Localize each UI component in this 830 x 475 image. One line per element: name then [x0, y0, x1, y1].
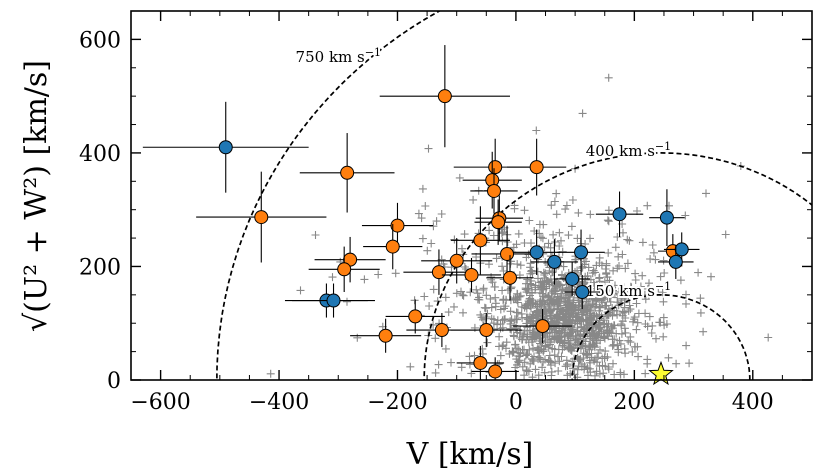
axis-ticks: −600 −400 −200 0 200 400 0 200 400 600: [79, 10, 813, 415]
toomre-curve-400: [423, 152, 812, 380]
blue-marker: [612, 207, 627, 222]
orange-marker: [491, 215, 506, 230]
orange-point-10: [450, 206, 510, 275]
blue-marker: [574, 245, 589, 260]
orange-marker: [502, 270, 517, 285]
y-tick-label: 400: [79, 142, 121, 167]
blue-marker: [565, 271, 580, 286]
curve-label-400: 400 km s−1: [586, 140, 671, 160]
orange-marker: [378, 328, 393, 343]
orange-point-1: [196, 171, 327, 263]
blue-marker: [547, 254, 562, 269]
orange-marker: [431, 265, 446, 280]
orange-marker: [535, 319, 550, 334]
y-tick-label: 600: [79, 28, 121, 53]
x-tick-label: −400: [249, 390, 309, 415]
orange-marker: [473, 355, 488, 370]
orange-marker: [385, 239, 400, 254]
orange-marker: [473, 233, 488, 248]
x-tick-label: 400: [732, 390, 774, 415]
plot-frame: [130, 10, 813, 381]
blue-marker: [575, 285, 590, 300]
orange-point-21: [450, 313, 522, 348]
background-crosses: [266, 73, 773, 380]
orange-point-9: [361, 202, 434, 249]
y-tick-label: 200: [79, 255, 121, 280]
blue-point-7: [658, 244, 694, 279]
curve-label-750: 750 km s−1: [296, 46, 381, 66]
orange-marker: [500, 246, 515, 261]
orange-point-8: [474, 199, 522, 245]
y-axis-label: √(U² + W²) [km/s]: [19, 60, 54, 332]
orange-marker: [488, 160, 503, 175]
blue-point-9: [564, 274, 601, 310]
orange-point-11: [363, 223, 423, 270]
blue-point-4: [512, 229, 561, 275]
orange-point-2: [299, 133, 395, 213]
orange-marker: [437, 89, 452, 104]
x-tick-label: −200: [367, 390, 427, 415]
orange-marker: [464, 267, 479, 282]
blue-point-11: [292, 283, 375, 318]
blue-point-5: [557, 229, 605, 275]
orange-point-4: [507, 138, 567, 196]
orange-point-13: [314, 236, 386, 283]
orange-marker: [449, 253, 464, 268]
orange-point-23: [350, 318, 422, 353]
orange-point-17: [441, 257, 502, 293]
curve-label-150: 150 km s−1: [586, 280, 671, 300]
y-tick-label: 0: [107, 369, 121, 394]
blue-marker: [674, 242, 689, 257]
blue-marker: [218, 140, 233, 155]
orange-point-22: [512, 309, 573, 344]
curve-labels: 750 km s−1 400 km s−1 150 km s−1: [294, 44, 674, 302]
blue-marker: [668, 254, 683, 269]
x-axis-label: V [km/s]: [406, 437, 534, 472]
orange-marker: [529, 160, 544, 175]
blue-marker: [529, 245, 544, 260]
orange-marker: [434, 323, 449, 338]
blue-point-6: [530, 239, 579, 285]
background-cross-cloud: [266, 73, 773, 380]
orange-marker: [254, 210, 269, 225]
orange-point-19: [385, 299, 445, 334]
blue-point-2: [649, 189, 685, 247]
orange-marker: [390, 218, 405, 233]
orange-point-15: [308, 246, 380, 293]
orange-marker: [337, 262, 352, 277]
orange-point-6: [470, 168, 518, 214]
orange-marker: [408, 309, 423, 324]
blue-marker: [659, 210, 674, 225]
x-tick-label: 0: [509, 390, 523, 415]
orange-point-14: [421, 238, 493, 284]
orange-point-0: [379, 45, 510, 148]
orange-marker: [340, 165, 355, 180]
blue-point-0: [142, 101, 309, 193]
toomre-curve-150: [571, 293, 751, 380]
blue-point-1: [595, 191, 644, 237]
orange-point-25: [471, 357, 519, 380]
data-points: [142, 45, 700, 380]
orange-point-24: [456, 345, 505, 380]
x-tick-label: 200: [613, 390, 655, 415]
x-tick-label: −600: [130, 390, 190, 415]
orange-marker: [487, 183, 502, 198]
blue-point-8: [554, 261, 590, 296]
orange-marker: [479, 323, 494, 338]
orange-point-18: [486, 255, 534, 301]
orange-marker: [488, 364, 503, 379]
blue-marker: [326, 293, 341, 308]
orange-point-16: [403, 249, 475, 295]
